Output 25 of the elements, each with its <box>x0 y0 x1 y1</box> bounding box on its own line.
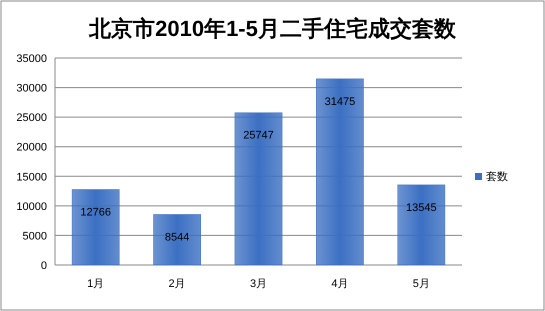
x-tick-label: 4月 <box>331 278 348 290</box>
data-label: 12766 <box>80 206 111 218</box>
data-label: 13545 <box>406 202 437 214</box>
bar <box>397 184 446 266</box>
legend-label: 套数 <box>486 171 508 183</box>
y-tick-label: 20000 <box>16 142 47 154</box>
data-label: 25747 <box>243 130 274 142</box>
y-tick-label: 35000 <box>16 53 47 65</box>
bar <box>153 214 201 266</box>
y-tick-label: 15000 <box>16 171 47 184</box>
bar <box>72 189 120 266</box>
y-tick-label: 10000 <box>16 200 47 213</box>
x-tick-label: 5月 <box>412 278 430 290</box>
data-label: 31475 <box>324 96 356 108</box>
x-tick-label: 2月 <box>168 278 186 290</box>
y-tick-label: 5000 <box>22 230 47 242</box>
x-tick-label: 1月 <box>87 278 104 290</box>
y-tick-label: 30000 <box>16 82 47 95</box>
y-tick-label: 0 <box>40 260 47 272</box>
chart-title: 北京市2010年1-5月二手住宅成交套数 <box>88 16 457 41</box>
y-tick-label: 25000 <box>16 112 47 124</box>
bar <box>234 112 282 266</box>
data-label: 8544 <box>164 231 190 244</box>
bar <box>316 78 364 266</box>
x-tick-label: 3月 <box>250 278 268 290</box>
